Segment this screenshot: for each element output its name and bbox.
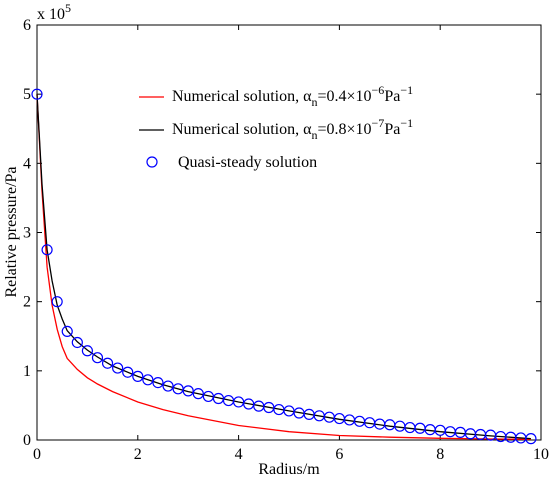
quasi-steady-point [71, 336, 83, 349]
y-tick-label: 4 [23, 155, 31, 172]
y-tick-label: 3 [23, 225, 31, 242]
series-line-red [36, 94, 531, 440]
axis-ticks [36, 24, 542, 441]
quasi-steady-point [182, 385, 194, 397]
y-axis-exponent: x 105 [37, 1, 71, 23]
series-line-black [36, 94, 531, 440]
series-lines [36, 94, 531, 440]
x-tick-label: 0 [33, 446, 41, 463]
quasi-steady-point [41, 244, 53, 256]
x-tick-label: 4 [235, 446, 243, 463]
quasi-steady-point [525, 433, 537, 445]
y-tick-labels: 0 1 2 3 4 5 6 [23, 17, 31, 449]
quasi-steady-point [91, 352, 104, 364]
x-tick-label: 6 [335, 446, 343, 463]
quasi-steady-point [101, 357, 114, 369]
quasi-steady-point [384, 419, 396, 431]
legend-label-red: Numerical solution, αn=0.4×10−6Pa−1 [172, 83, 413, 109]
quasi-steady-point [152, 376, 164, 389]
y-tick-label: 2 [23, 294, 31, 311]
y-tick-label: 1 [23, 363, 31, 380]
quasi-steady-point [81, 345, 94, 357]
y-axis-exponent-power: 5 [65, 1, 71, 15]
quasi-steady-point [122, 366, 134, 378]
legend-label-blue: Quasi-steady solution [178, 154, 317, 171]
legend: Numerical solution, αn=0.4×10−6Pa−1 Nume… [139, 83, 413, 171]
x-axis-title: Radius/m [258, 461, 320, 478]
quasi-steady-point [61, 325, 73, 338]
y-axis-exponent-prefix: x 10 [37, 6, 65, 23]
legend-marker-blue [146, 156, 158, 168]
quasi-steady-point [51, 296, 63, 308]
legend-label-black: Numerical solution, αn=0.8×10−7Pa−1 [172, 116, 413, 142]
quasi-steady-point [454, 426, 466, 438]
quasi-steady-point [31, 88, 43, 100]
quasi-steady-point [192, 388, 204, 400]
x-tick-labels: 0 2 4 6 8 10 [33, 446, 549, 463]
series-markers [31, 88, 537, 445]
y-tick-label: 0 [23, 432, 31, 449]
quasi-steady-point [112, 362, 124, 374]
quasi-steady-point [162, 380, 174, 392]
y-axis-title: Relative pressure/Pa [3, 166, 20, 297]
x-tick-label: 10 [533, 446, 549, 463]
y-tick-label: 5 [23, 86, 31, 103]
x-tick-label: 8 [436, 446, 444, 463]
quasi-steady-point [132, 370, 144, 382]
quasi-steady-point [434, 424, 446, 436]
quasi-steady-point [394, 420, 406, 432]
quasi-steady-point [414, 422, 426, 434]
quasi-steady-point [142, 374, 154, 386]
y-tick-label: 6 [23, 17, 31, 34]
x-tick-label: 2 [134, 446, 142, 463]
